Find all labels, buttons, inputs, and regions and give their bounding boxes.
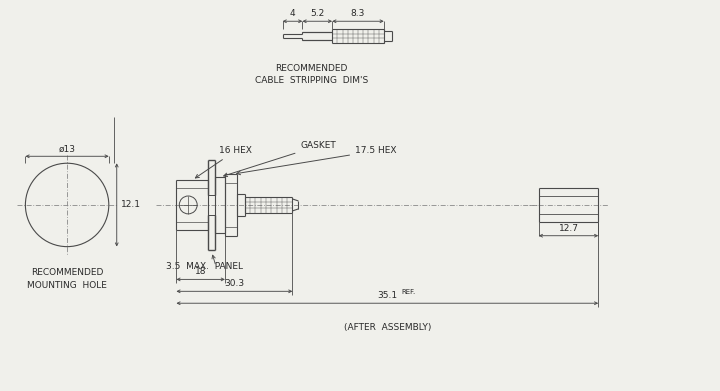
Text: 12.1: 12.1 bbox=[121, 201, 140, 210]
Text: 4: 4 bbox=[289, 9, 295, 18]
Text: 35.1: 35.1 bbox=[377, 291, 397, 300]
Text: 5.2: 5.2 bbox=[310, 9, 325, 18]
Text: 8.3: 8.3 bbox=[351, 9, 365, 18]
Text: RECOMMENDED
MOUNTING  HOLE: RECOMMENDED MOUNTING HOLE bbox=[27, 269, 107, 290]
Text: RECOMMENDED
CABLE  STRIPPING  DIM'S: RECOMMENDED CABLE STRIPPING DIM'S bbox=[255, 64, 368, 86]
Text: 17.5 HEX: 17.5 HEX bbox=[237, 146, 397, 175]
Text: (AFTER  ASSEMBLY): (AFTER ASSEMBLY) bbox=[343, 323, 431, 332]
Text: 3.5  MAX.  PANEL: 3.5 MAX. PANEL bbox=[166, 262, 243, 271]
Text: 16 HEX: 16 HEX bbox=[195, 146, 252, 178]
Text: 30.3: 30.3 bbox=[225, 279, 245, 288]
Text: ø13: ø13 bbox=[58, 144, 76, 153]
Text: 18: 18 bbox=[195, 267, 207, 276]
Text: REF.: REF. bbox=[401, 289, 415, 295]
Text: GASKET: GASKET bbox=[224, 141, 336, 177]
Text: 12.7: 12.7 bbox=[559, 224, 578, 233]
